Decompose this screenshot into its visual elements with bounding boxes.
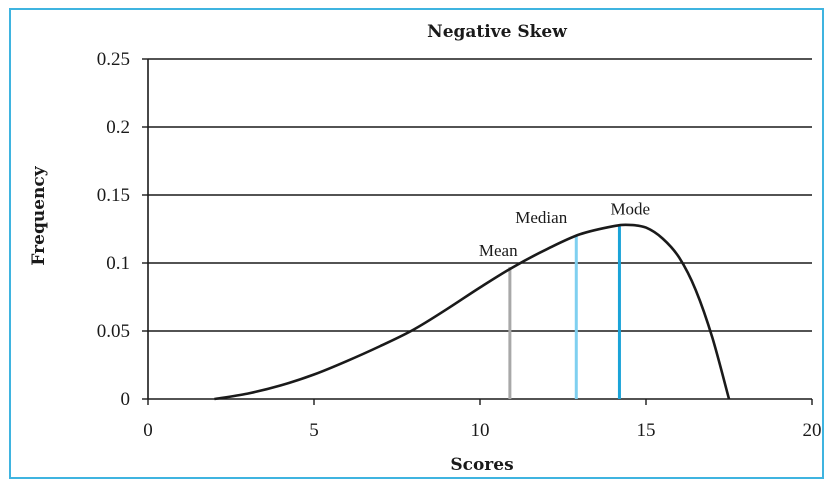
y-tick-label: 0.15 [97, 185, 130, 206]
y-axis-label: Frequency [29, 165, 49, 265]
chart-frame [9, 8, 824, 479]
y-tick-label: 0.25 [97, 49, 130, 70]
y-tick-label: 0.05 [97, 321, 130, 342]
x-tick-label: 15 [637, 420, 656, 441]
mode-label: Mode [610, 199, 650, 218]
y-tick-label: 0.2 [106, 117, 130, 138]
y-tick-label: 0.1 [106, 253, 130, 274]
x-axis-label: Scores [450, 455, 513, 475]
x-tick-label: 10 [471, 420, 490, 441]
x-tick-label: 5 [309, 420, 319, 441]
distribution-curve [214, 223, 731, 401]
x-tick-label: 0 [143, 420, 153, 441]
x-tick-label: 20 [803, 420, 822, 441]
y-tick-label: 0 [121, 389, 131, 410]
chart-title: Negative Skew [427, 22, 567, 42]
median-label: Median [515, 208, 567, 227]
mean-label: Mean [479, 241, 518, 260]
